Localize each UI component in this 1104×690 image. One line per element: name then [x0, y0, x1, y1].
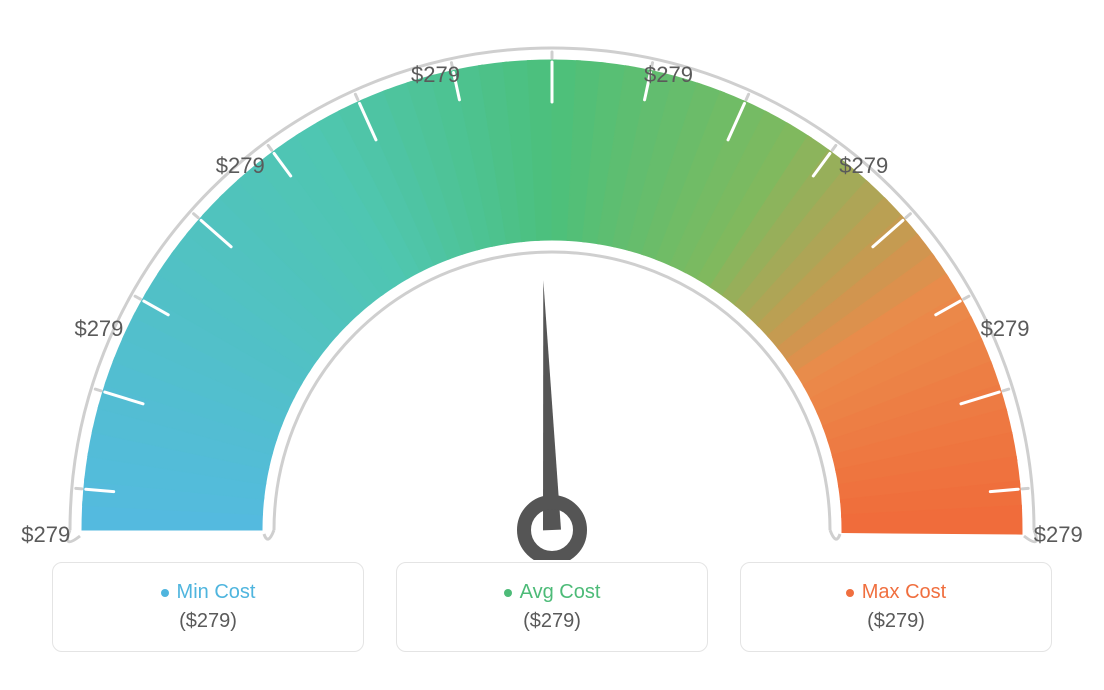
- cost-gauge: $279 $279 $279 $279 $279 $279 $279 $279: [0, 0, 1104, 560]
- legend-value-avg: ($279): [523, 610, 581, 633]
- legend-title-min: Min Cost: [161, 581, 256, 604]
- legend-value-min: ($279): [179, 610, 237, 633]
- dot-icon: [504, 589, 512, 597]
- gauge-tick-label: $279: [216, 153, 265, 179]
- legend-label-max: Max Cost: [862, 581, 946, 604]
- legend-card-min: Min Cost ($279): [52, 562, 364, 652]
- legend-value-max: ($279): [867, 610, 925, 633]
- dot-icon: [846, 589, 854, 597]
- gauge-tick-label: $279: [411, 62, 460, 88]
- gauge-svg: [0, 0, 1104, 560]
- gauge-tick-label: $279: [74, 316, 123, 342]
- legend-row: Min Cost ($279) Avg Cost ($279) Max Cost…: [0, 562, 1104, 652]
- gauge-tick-label: $279: [839, 153, 888, 179]
- legend-card-max: Max Cost ($279): [740, 562, 1052, 652]
- legend-label-min: Min Cost: [177, 581, 256, 604]
- gauge-tick-label: $279: [981, 316, 1030, 342]
- legend-title-max: Max Cost: [846, 581, 946, 604]
- gauge-tick-label: $279: [1034, 522, 1083, 548]
- legend-label-avg: Avg Cost: [520, 581, 601, 604]
- gauge-tick-label: $279: [644, 62, 693, 88]
- legend-card-avg: Avg Cost ($279): [396, 562, 708, 652]
- legend-title-avg: Avg Cost: [504, 581, 601, 604]
- gauge-tick-label: $279: [21, 522, 70, 548]
- dot-icon: [161, 589, 169, 597]
